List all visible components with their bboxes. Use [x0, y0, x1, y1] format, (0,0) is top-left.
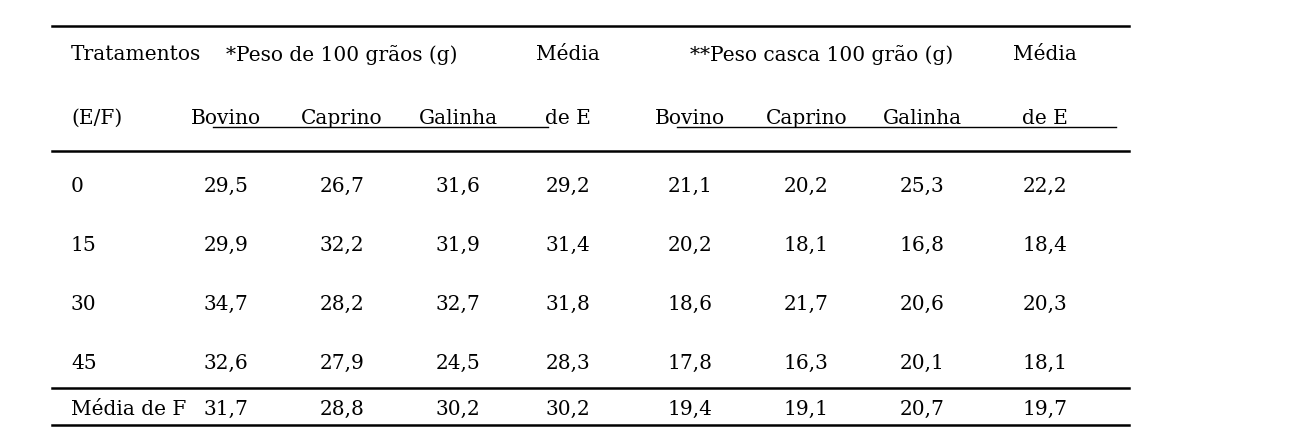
- Text: Bovino: Bovino: [191, 109, 261, 128]
- Text: 31,6: 31,6: [436, 177, 480, 196]
- Text: Tratamentos: Tratamentos: [71, 45, 201, 64]
- Text: Média de F: Média de F: [71, 400, 186, 419]
- Text: 19,1: 19,1: [784, 400, 828, 419]
- Text: 17,8: 17,8: [668, 354, 712, 373]
- Text: 32,6: 32,6: [204, 354, 248, 373]
- Text: 16,3: 16,3: [784, 354, 828, 373]
- Text: 20,1: 20,1: [900, 354, 944, 373]
- Text: 30,2: 30,2: [436, 400, 480, 419]
- Text: 18,1: 18,1: [784, 236, 828, 255]
- Text: 31,4: 31,4: [546, 236, 590, 255]
- Text: 16,8: 16,8: [900, 236, 944, 255]
- Text: 30,2: 30,2: [546, 400, 590, 419]
- Text: 34,7: 34,7: [204, 295, 248, 314]
- Text: *Peso de 100 grãos (g): *Peso de 100 grãos (g): [226, 45, 457, 65]
- Text: **Peso casca 100 grão (g): **Peso casca 100 grão (g): [690, 45, 953, 65]
- Text: Galinha: Galinha: [418, 109, 498, 128]
- Text: 32,7: 32,7: [436, 295, 480, 314]
- Text: 20,7: 20,7: [900, 400, 944, 419]
- Text: 29,5: 29,5: [204, 177, 248, 196]
- Text: de E: de E: [1022, 109, 1068, 128]
- Text: (E/F): (E/F): [71, 109, 123, 128]
- Text: 30: 30: [71, 295, 97, 314]
- Text: 31,8: 31,8: [546, 295, 590, 314]
- Text: 32,2: 32,2: [320, 236, 364, 255]
- Text: de E: de E: [544, 109, 591, 128]
- Text: 19,7: 19,7: [1023, 400, 1067, 419]
- Text: 27,9: 27,9: [320, 354, 364, 373]
- Text: 19,4: 19,4: [668, 400, 712, 419]
- Text: 29,9: 29,9: [204, 236, 248, 255]
- Text: Caprino: Caprino: [301, 109, 383, 128]
- Text: 0: 0: [71, 177, 84, 196]
- Text: 22,2: 22,2: [1023, 177, 1067, 196]
- Text: 15: 15: [71, 236, 97, 255]
- Text: 21,1: 21,1: [668, 177, 712, 196]
- Text: 20,2: 20,2: [668, 236, 712, 255]
- Text: Bovino: Bovino: [655, 109, 725, 128]
- Text: 20,2: 20,2: [784, 177, 828, 196]
- Text: 18,1: 18,1: [1023, 354, 1067, 373]
- Text: 21,7: 21,7: [784, 295, 828, 314]
- Text: 18,4: 18,4: [1023, 236, 1067, 255]
- Text: 20,6: 20,6: [900, 295, 944, 314]
- Text: Média: Média: [535, 45, 600, 64]
- Text: 31,9: 31,9: [436, 236, 480, 255]
- Text: 18,6: 18,6: [668, 295, 712, 314]
- Text: Média: Média: [1013, 45, 1077, 64]
- Text: Caprino: Caprino: [765, 109, 848, 128]
- Text: 28,3: 28,3: [546, 354, 590, 373]
- Text: 29,2: 29,2: [546, 177, 590, 196]
- Text: 45: 45: [71, 354, 97, 373]
- Text: 31,7: 31,7: [204, 400, 248, 419]
- Text: 28,8: 28,8: [320, 400, 364, 419]
- Text: 24,5: 24,5: [436, 354, 480, 373]
- Text: 28,2: 28,2: [320, 295, 364, 314]
- Text: 20,3: 20,3: [1023, 295, 1067, 314]
- Text: 25,3: 25,3: [900, 177, 944, 196]
- Text: 26,7: 26,7: [320, 177, 364, 196]
- Text: Galinha: Galinha: [882, 109, 962, 128]
